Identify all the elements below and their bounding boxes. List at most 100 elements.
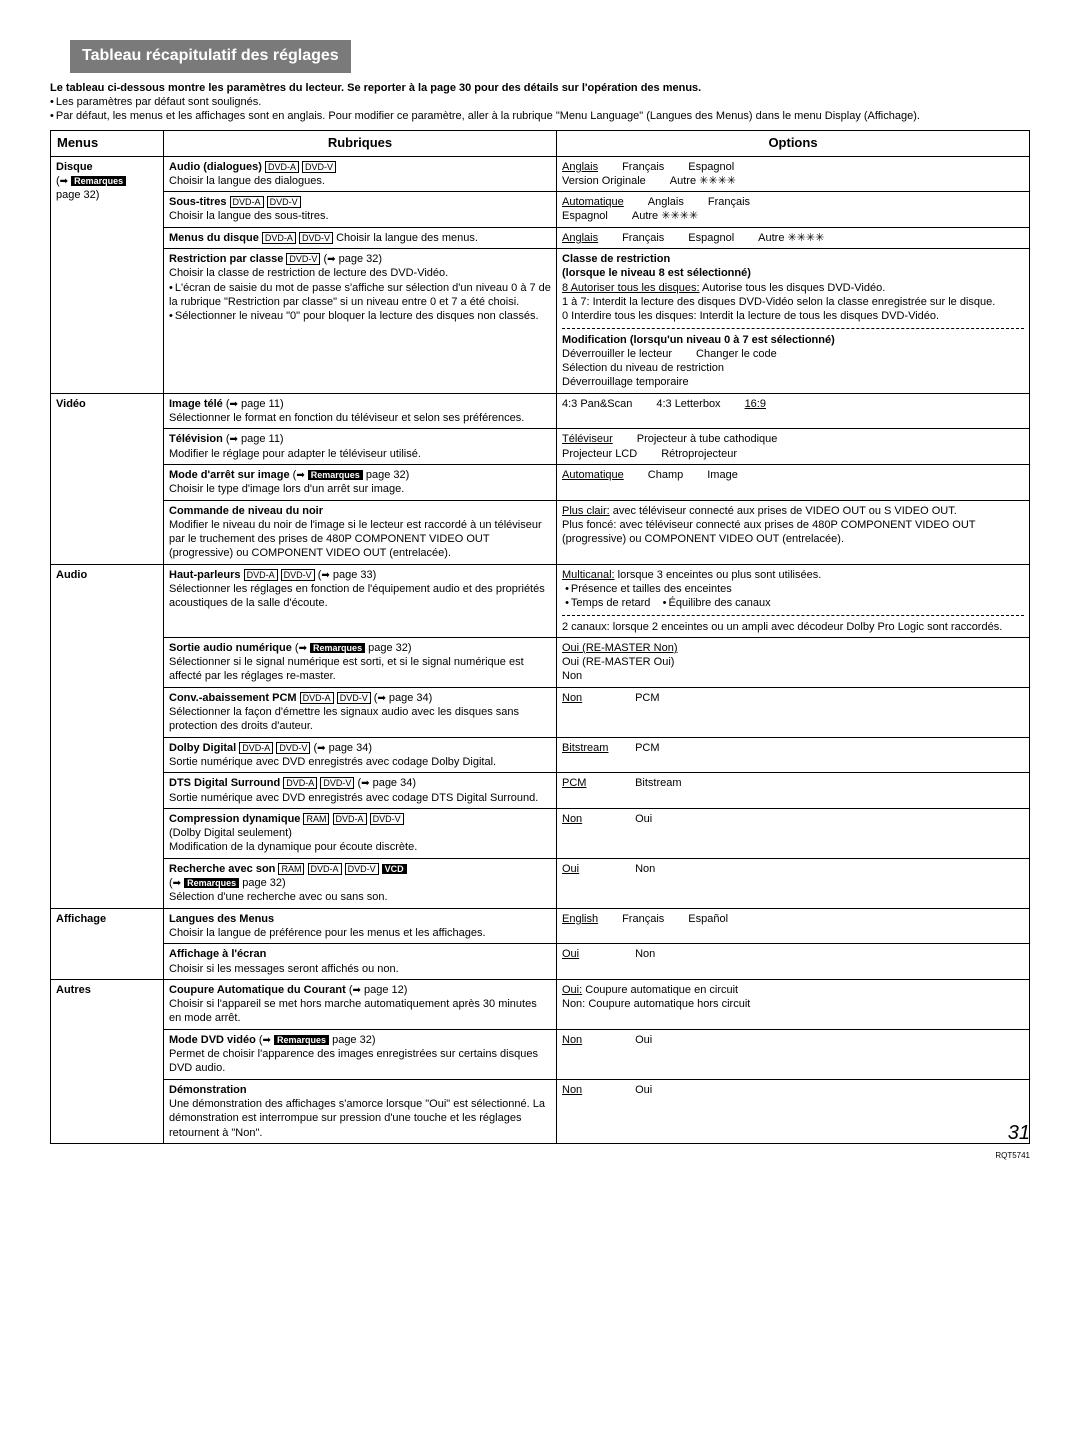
dvdv-badge: DVD-V — [299, 232, 333, 244]
comp-sub: (Dolby Digital seulement) — [169, 827, 292, 839]
table-row: Affichage Langues des Menus Choisir la l… — [51, 908, 1030, 944]
table-row: Menus du disque DVD-A DVD-V Choisir la l… — [51, 227, 1030, 248]
pcm-o1: Non — [562, 691, 632, 705]
audio-dialogues-title: Audio (dialogues) — [169, 161, 262, 173]
rech-desc: Sélection d'une recherche avec ou sans s… — [169, 891, 388, 903]
dvda-badge: DVD-A — [244, 569, 278, 581]
dvdv-badge: DVD-V — [370, 813, 404, 825]
table-row: Mode d'arrêt sur image ( Remarques page … — [51, 464, 1030, 500]
table-row: Vidéo Image télé ( page 11) Sélectionner… — [51, 393, 1030, 429]
dolby-o1: Bitstream — [562, 741, 632, 755]
menus-disque-title: Menus du disque — [169, 232, 259, 244]
mode-dvd-title: Mode DVD vidéo — [169, 1034, 256, 1046]
dvdv-badge: DVD-V — [286, 253, 320, 265]
intro-bullet-2: Par défaut, les menus et les affichages … — [50, 109, 1030, 123]
classe-0b: Interdit la lecture de tous les disques … — [700, 310, 939, 322]
dvdv-badge: DVD-V — [345, 863, 379, 875]
modif-2: Changer le code — [696, 347, 777, 361]
lang-o3: Español — [688, 912, 728, 926]
mode-arret-desc: Choisir le type d'image lors d'un arrêt … — [169, 483, 404, 495]
menus-disque-desc: Choisir la langue des menus. — [336, 232, 478, 244]
hp-page: page 33) — [333, 569, 376, 581]
opt-anglais: Anglais — [648, 195, 684, 209]
classe-subtitle: (lorsque le niveau 8 est sélectionné) — [562, 267, 751, 279]
remarques-badge: Remarques — [71, 176, 126, 186]
hp-desc: Sélectionner les réglages en fonction de… — [169, 583, 545, 609]
rech-o2: Non — [635, 863, 655, 875]
remarques-badge: Remarques — [184, 878, 239, 888]
opt-francais: Français — [622, 160, 664, 174]
mode-arret-page: page 32) — [366, 469, 409, 481]
coupure-desc: Choisir si l'appareil se met hors marche… — [169, 998, 537, 1024]
hp-2can: 2 canaux: — [562, 621, 610, 633]
restriction-l3: Sélectionner le niveau "0" pour bloquer … — [169, 310, 539, 322]
noir-title: Commande de niveau du noir — [169, 505, 323, 517]
dvda-badge: DVD-A — [333, 813, 367, 825]
opt-francais: Français — [622, 231, 664, 245]
demo-o1: Non — [562, 1083, 632, 1097]
settings-table: Menus Rubriques Options Disque ( Remarqu… — [50, 130, 1030, 1144]
lang-title: Langues des Menus — [169, 913, 274, 925]
modif-1: Déverrouiller le lecteur — [562, 347, 672, 361]
menu-disque-page: page 32) — [56, 189, 99, 201]
intro-bullet-1: Les paramètres par défaut sont soulignés… — [50, 95, 1030, 109]
opt-vo: Version Originale — [562, 174, 646, 188]
hp-multi-b: lorsque 3 enceintes ou plus sont utilisé… — [618, 569, 822, 581]
dvdv-badge: DVD-V — [267, 196, 301, 208]
dvda-badge: DVD-A — [300, 692, 334, 704]
pcm-desc: Sélectionner la façon d'émettre les sign… — [169, 706, 519, 732]
modif-title: Modification (lorsqu'un niveau 0 à 7 est… — [562, 334, 835, 346]
restriction-title: Restriction par classe — [169, 253, 283, 265]
image-tele-title: Image télé — [169, 398, 223, 410]
demo-desc: Une démonstration des affichages s'amorc… — [169, 1098, 545, 1139]
mode-dvd-desc: Permet de choisir l'apparence des images… — [169, 1048, 538, 1074]
table-row: Télévision ( page 11) Modifier le réglag… — [51, 429, 1030, 465]
dvdv-badge: DVD-V — [337, 692, 371, 704]
sortie-num-page: page 32) — [368, 642, 411, 654]
dvdv-badge: DVD-V — [320, 777, 354, 789]
audio-dialogues-desc: Choisir la langue des dialogues. — [169, 175, 325, 187]
intro-block: Le tableau ci-dessous montre les paramèt… — [50, 81, 1030, 124]
restriction-page: page 32) — [339, 253, 382, 265]
aff-ecran-title: Affichage à l'écran — [169, 948, 266, 960]
pcm-page: page 34) — [389, 692, 432, 704]
dts-title: DTS Digital Surround — [169, 777, 280, 789]
opt-anglais: Anglais — [562, 231, 598, 245]
noir-desc: Modifier le niveau du noir de l'image si… — [169, 519, 542, 560]
mode-dvd-page: page 32) — [332, 1034, 375, 1046]
image-tele-page: page 11) — [241, 398, 284, 410]
aff-ecran-desc: Choisir si les messages seront affichés … — [169, 963, 399, 975]
image-tele-desc: Sélectionner le format en fonction du té… — [169, 412, 524, 424]
intro-bold: Le tableau ci-dessous montre les paramèt… — [50, 81, 1030, 95]
sortie-num-title: Sortie audio numérique — [169, 642, 292, 654]
sn-o2: Oui (RE-MASTER Oui) — [562, 656, 674, 668]
opt-espagnol: Espagnol — [688, 160, 734, 174]
table-row: Autres Coupure Automatique du Courant ( … — [51, 979, 1030, 1029]
hp-multi: Multicanal: — [562, 569, 615, 581]
dts-o1: PCM — [562, 776, 632, 790]
tv-opt-c: Projecteur LCD — [562, 447, 637, 461]
pcm-o2: PCM — [635, 692, 659, 704]
table-row: Disque ( Remarques page 32) Audio (dialo… — [51, 156, 1030, 192]
comp-desc: Modification de la dynamique pour écoute… — [169, 841, 417, 853]
classe-17: 1 à 7: Interdit la lecture des disques D… — [562, 296, 995, 308]
coupure-page: page 12) — [364, 984, 407, 996]
mdvd-o1: Non — [562, 1033, 632, 1047]
aff-o1: Oui — [562, 947, 632, 961]
opt-autre: Autre ✳✳✳✳ — [670, 174, 736, 188]
pcm-title: Conv.-abaissement PCM — [169, 692, 297, 704]
dvdv-badge: DVD-V — [276, 742, 310, 754]
dts-page: page 34) — [373, 777, 416, 789]
classe-title: Classe de restriction — [562, 253, 670, 265]
header-rubriques: Rubriques — [164, 130, 557, 156]
vcd-badge: VCD — [382, 864, 407, 874]
img-opt-b: 4:3 Letterbox — [656, 397, 720, 411]
classe-0: 0 Interdire tous les disques: — [562, 310, 697, 322]
modif-3: Sélection du niveau de restriction — [562, 362, 724, 374]
tv-opt-d: Rétroprojecteur — [661, 447, 737, 461]
hp-b2: Temps de retard — [565, 597, 650, 609]
restriction-l2: L'écran de saisie du mot de passe s'affi… — [169, 282, 551, 308]
television-title: Télévision — [169, 433, 223, 445]
remarques-badge: Remarques — [308, 470, 363, 480]
opt-autre: Autre ✳✳✳✳ — [758, 231, 824, 245]
